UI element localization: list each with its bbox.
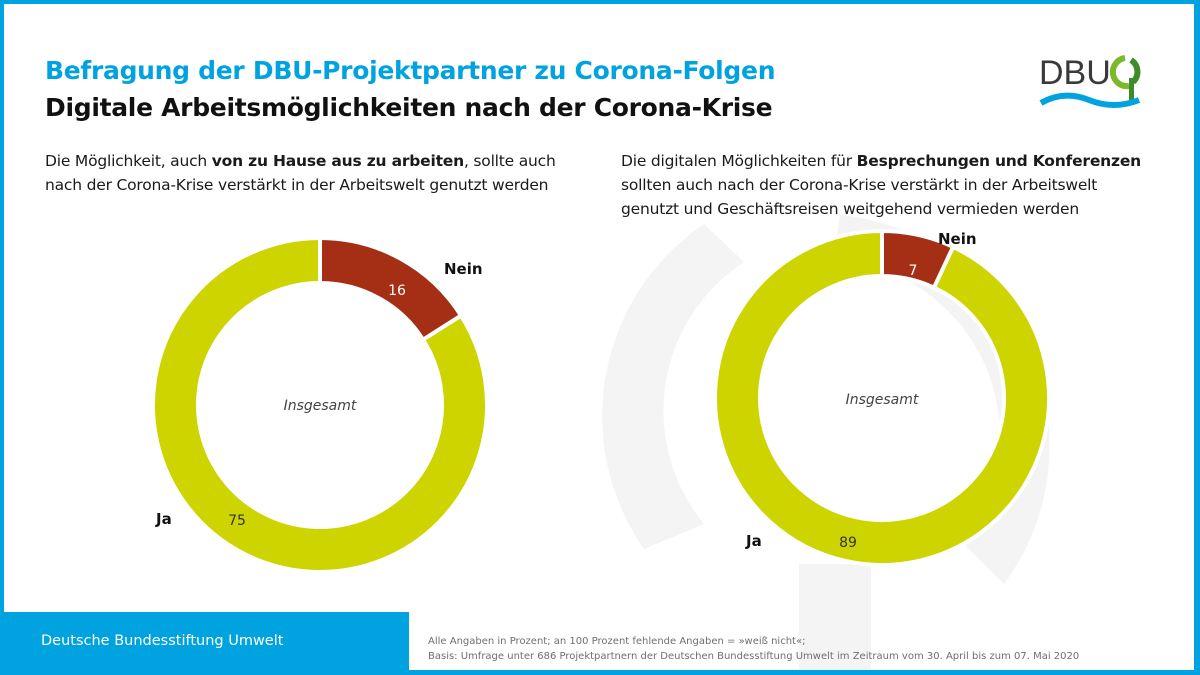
- donut-charts: Insgesamt Nein Ja 16 75 Insgesamt Nein Ja…: [151, 228, 1051, 574]
- slice-ja: [713, 228, 1051, 567]
- question-1: Die Möglichkeit, auch von zu Hause aus z…: [45, 149, 556, 197]
- slice-nein: [318, 235, 464, 343]
- slice-label-ja: Ja: [745, 532, 762, 550]
- slice-ja: [151, 235, 489, 574]
- footnote-line-2: Basis: Umfrage unter 686 Projektpartnern…: [428, 651, 1080, 662]
- slice-label-ja: Ja: [155, 510, 172, 528]
- question-1-pre: Die Möglichkeit, auch: [45, 152, 212, 170]
- value-label-ja: 89: [839, 535, 857, 551]
- slice-nein: [880, 228, 956, 291]
- footer-org-name: Deutsche Bundesstiftung Umwelt: [41, 633, 284, 649]
- footnote-line-1: Alle Angaben in Prozent; an 100 Prozent …: [428, 636, 806, 647]
- slice-label-nein: Nein: [444, 260, 483, 278]
- question-1-post: , sollte auch: [463, 152, 556, 170]
- question-2: Die digitalen Möglichkeiten für Besprech…: [621, 149, 1141, 221]
- page-subtitle: Digitale Arbeitsmöglichkeiten nach der C…: [45, 93, 773, 122]
- question-2-line2: sollten auch nach der Corona-Krise verst…: [621, 176, 1098, 194]
- footer-bar: Deutsche Bundesstiftung Umwelt: [0, 612, 409, 675]
- question-2-pre: Die digitalen Möglichkeiten für: [621, 152, 857, 170]
- center-label: Insgesamt: [284, 398, 357, 414]
- question-1-bold: von zu Hause aus zu arbeiten: [211, 152, 464, 170]
- donut-chart-conferences: Insgesamt Nein Ja 7 89: [713, 228, 1051, 567]
- dbu-logo-icon: DBU: [1039, 54, 1141, 108]
- question-2-line3: genutzt und Geschäftsreisen weitgehend v…: [621, 200, 1080, 218]
- logo-text: DBU: [1039, 54, 1111, 92]
- value-label-nein: 16: [388, 283, 406, 299]
- footnote: Alle Angaben in Prozent; an 100 Prozent …: [428, 634, 1079, 664]
- value-label-nein: 7: [909, 263, 918, 279]
- center-label: Insgesamt: [846, 392, 919, 408]
- slide: Befragung der DBU-Projektpartner zu Coro…: [4, 4, 1194, 670]
- question-1-line2: nach der Corona-Krise verstärkt in der A…: [45, 176, 549, 194]
- slice-label-nein: Nein: [938, 230, 977, 248]
- page-title: Befragung der DBU-Projektpartner zu Coro…: [45, 56, 776, 85]
- donut-chart-home-office: Insgesamt Nein Ja 16 75: [151, 235, 489, 574]
- question-2-bold: Besprechungen und Konferenzen: [856, 152, 1142, 170]
- value-label-ja: 75: [228, 513, 246, 529]
